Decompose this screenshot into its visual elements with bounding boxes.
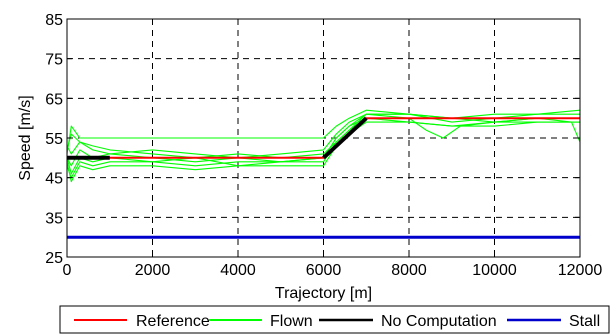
y-tick-label: 85	[45, 12, 63, 29]
legend: Reference Flown No Computation Stall	[59, 305, 610, 334]
x-tick-label: 2000	[135, 262, 171, 279]
x-tick-label: 10000	[472, 262, 517, 279]
y-tick-label: 55	[45, 131, 63, 148]
y-tick-label: 25	[45, 250, 63, 267]
y-axis-label: Speed [m/s]	[17, 95, 34, 180]
x-tick-label: 6000	[306, 262, 342, 279]
x-tick-label: 8000	[391, 262, 427, 279]
y-tick-label: 35	[45, 210, 63, 227]
x-tick-label: 12000	[558, 262, 603, 279]
x-axis-label: Trajectory [m]	[275, 285, 372, 302]
y-tick-label: 65	[45, 91, 63, 108]
flown-line	[66, 121, 580, 183]
flown-line	[66, 113, 580, 159]
legend-item-stall-label: Stall	[569, 313, 600, 330]
legend-item-flown-label: Flown	[270, 313, 313, 330]
ticks: 0 2000 4000 6000 8000 10000 12000 25 35 45 55 65 75 8…	[45, 12, 602, 279]
x-tick-label: 0	[63, 262, 72, 279]
y-tick-label: 45	[45, 171, 63, 188]
flown-line	[66, 117, 580, 179]
legend-item-reference-label: Reference	[136, 313, 210, 330]
y-tick-label: 75	[45, 52, 63, 69]
series-layer	[66, 109, 581, 239]
flown-line	[66, 117, 580, 175]
no-computation-line	[322, 116, 368, 160]
legend-item-no-computation-label: No Computation	[381, 313, 497, 330]
x-tick-label: 4000	[220, 262, 256, 279]
